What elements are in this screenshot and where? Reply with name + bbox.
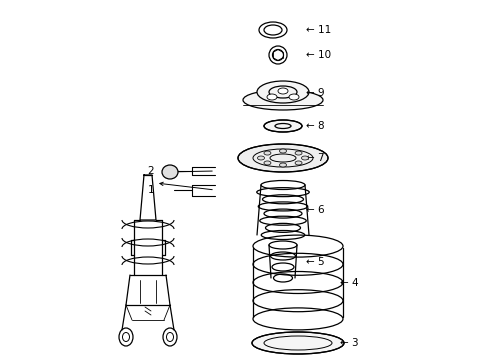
Text: 2: 2 xyxy=(147,166,154,176)
Ellipse shape xyxy=(257,156,264,160)
Ellipse shape xyxy=(251,332,343,354)
Ellipse shape xyxy=(266,94,276,100)
Ellipse shape xyxy=(279,149,286,153)
Ellipse shape xyxy=(257,81,308,103)
Text: ← 10: ← 10 xyxy=(305,50,330,60)
Text: ← 5: ← 5 xyxy=(305,257,324,267)
Text: 1: 1 xyxy=(147,185,154,195)
Ellipse shape xyxy=(264,161,270,165)
Text: ← 3: ← 3 xyxy=(339,338,358,348)
Ellipse shape xyxy=(238,144,327,172)
Text: ← 8: ← 8 xyxy=(305,121,324,131)
Text: ← 4: ← 4 xyxy=(339,278,358,288)
Text: ← 9: ← 9 xyxy=(305,88,324,98)
Text: ← 11: ← 11 xyxy=(305,25,330,35)
Text: ← 6: ← 6 xyxy=(305,205,324,215)
Ellipse shape xyxy=(243,90,323,110)
Text: ← 7: ← 7 xyxy=(305,153,324,163)
Ellipse shape xyxy=(264,151,270,155)
Ellipse shape xyxy=(278,88,287,94)
Ellipse shape xyxy=(264,120,302,132)
Ellipse shape xyxy=(294,161,302,165)
Ellipse shape xyxy=(288,94,298,100)
Ellipse shape xyxy=(162,165,178,179)
Ellipse shape xyxy=(294,151,302,155)
Ellipse shape xyxy=(301,156,308,160)
Ellipse shape xyxy=(279,163,286,167)
